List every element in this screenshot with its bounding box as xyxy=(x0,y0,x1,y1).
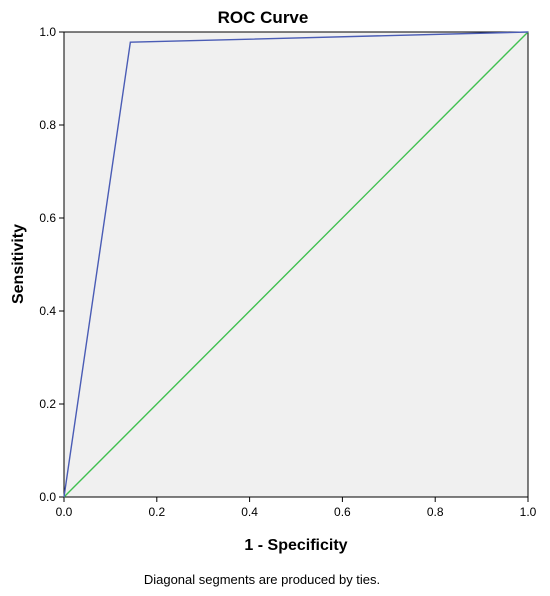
y-axis-label: Sensitivity xyxy=(10,224,27,304)
y-tick-label: 0.0 xyxy=(39,490,56,504)
x-tick-label: 0.2 xyxy=(148,505,165,519)
footnote: Diagonal segments are produced by ties. xyxy=(144,572,380,587)
y-tick-label: 0.8 xyxy=(39,118,56,132)
x-tick-label: 0.8 xyxy=(427,505,444,519)
x-axis-label: 1 - Specificity xyxy=(244,537,347,554)
y-tick-label: 0.4 xyxy=(39,304,56,318)
y-tick-label: 1.0 xyxy=(39,25,56,39)
x-tick-label: 0.6 xyxy=(334,505,351,519)
chart-title: ROC Curve xyxy=(218,8,309,27)
roc-curve-line xyxy=(63,31,529,498)
y-tick-label: 0.6 xyxy=(39,211,56,225)
x-tick-label: 1.0 xyxy=(520,505,537,519)
x-tick-label: 0.0 xyxy=(56,505,73,519)
y-tick-label: 0.2 xyxy=(39,397,56,411)
reference-diagonal-line xyxy=(63,31,529,498)
x-tick-label: 0.4 xyxy=(241,505,258,519)
